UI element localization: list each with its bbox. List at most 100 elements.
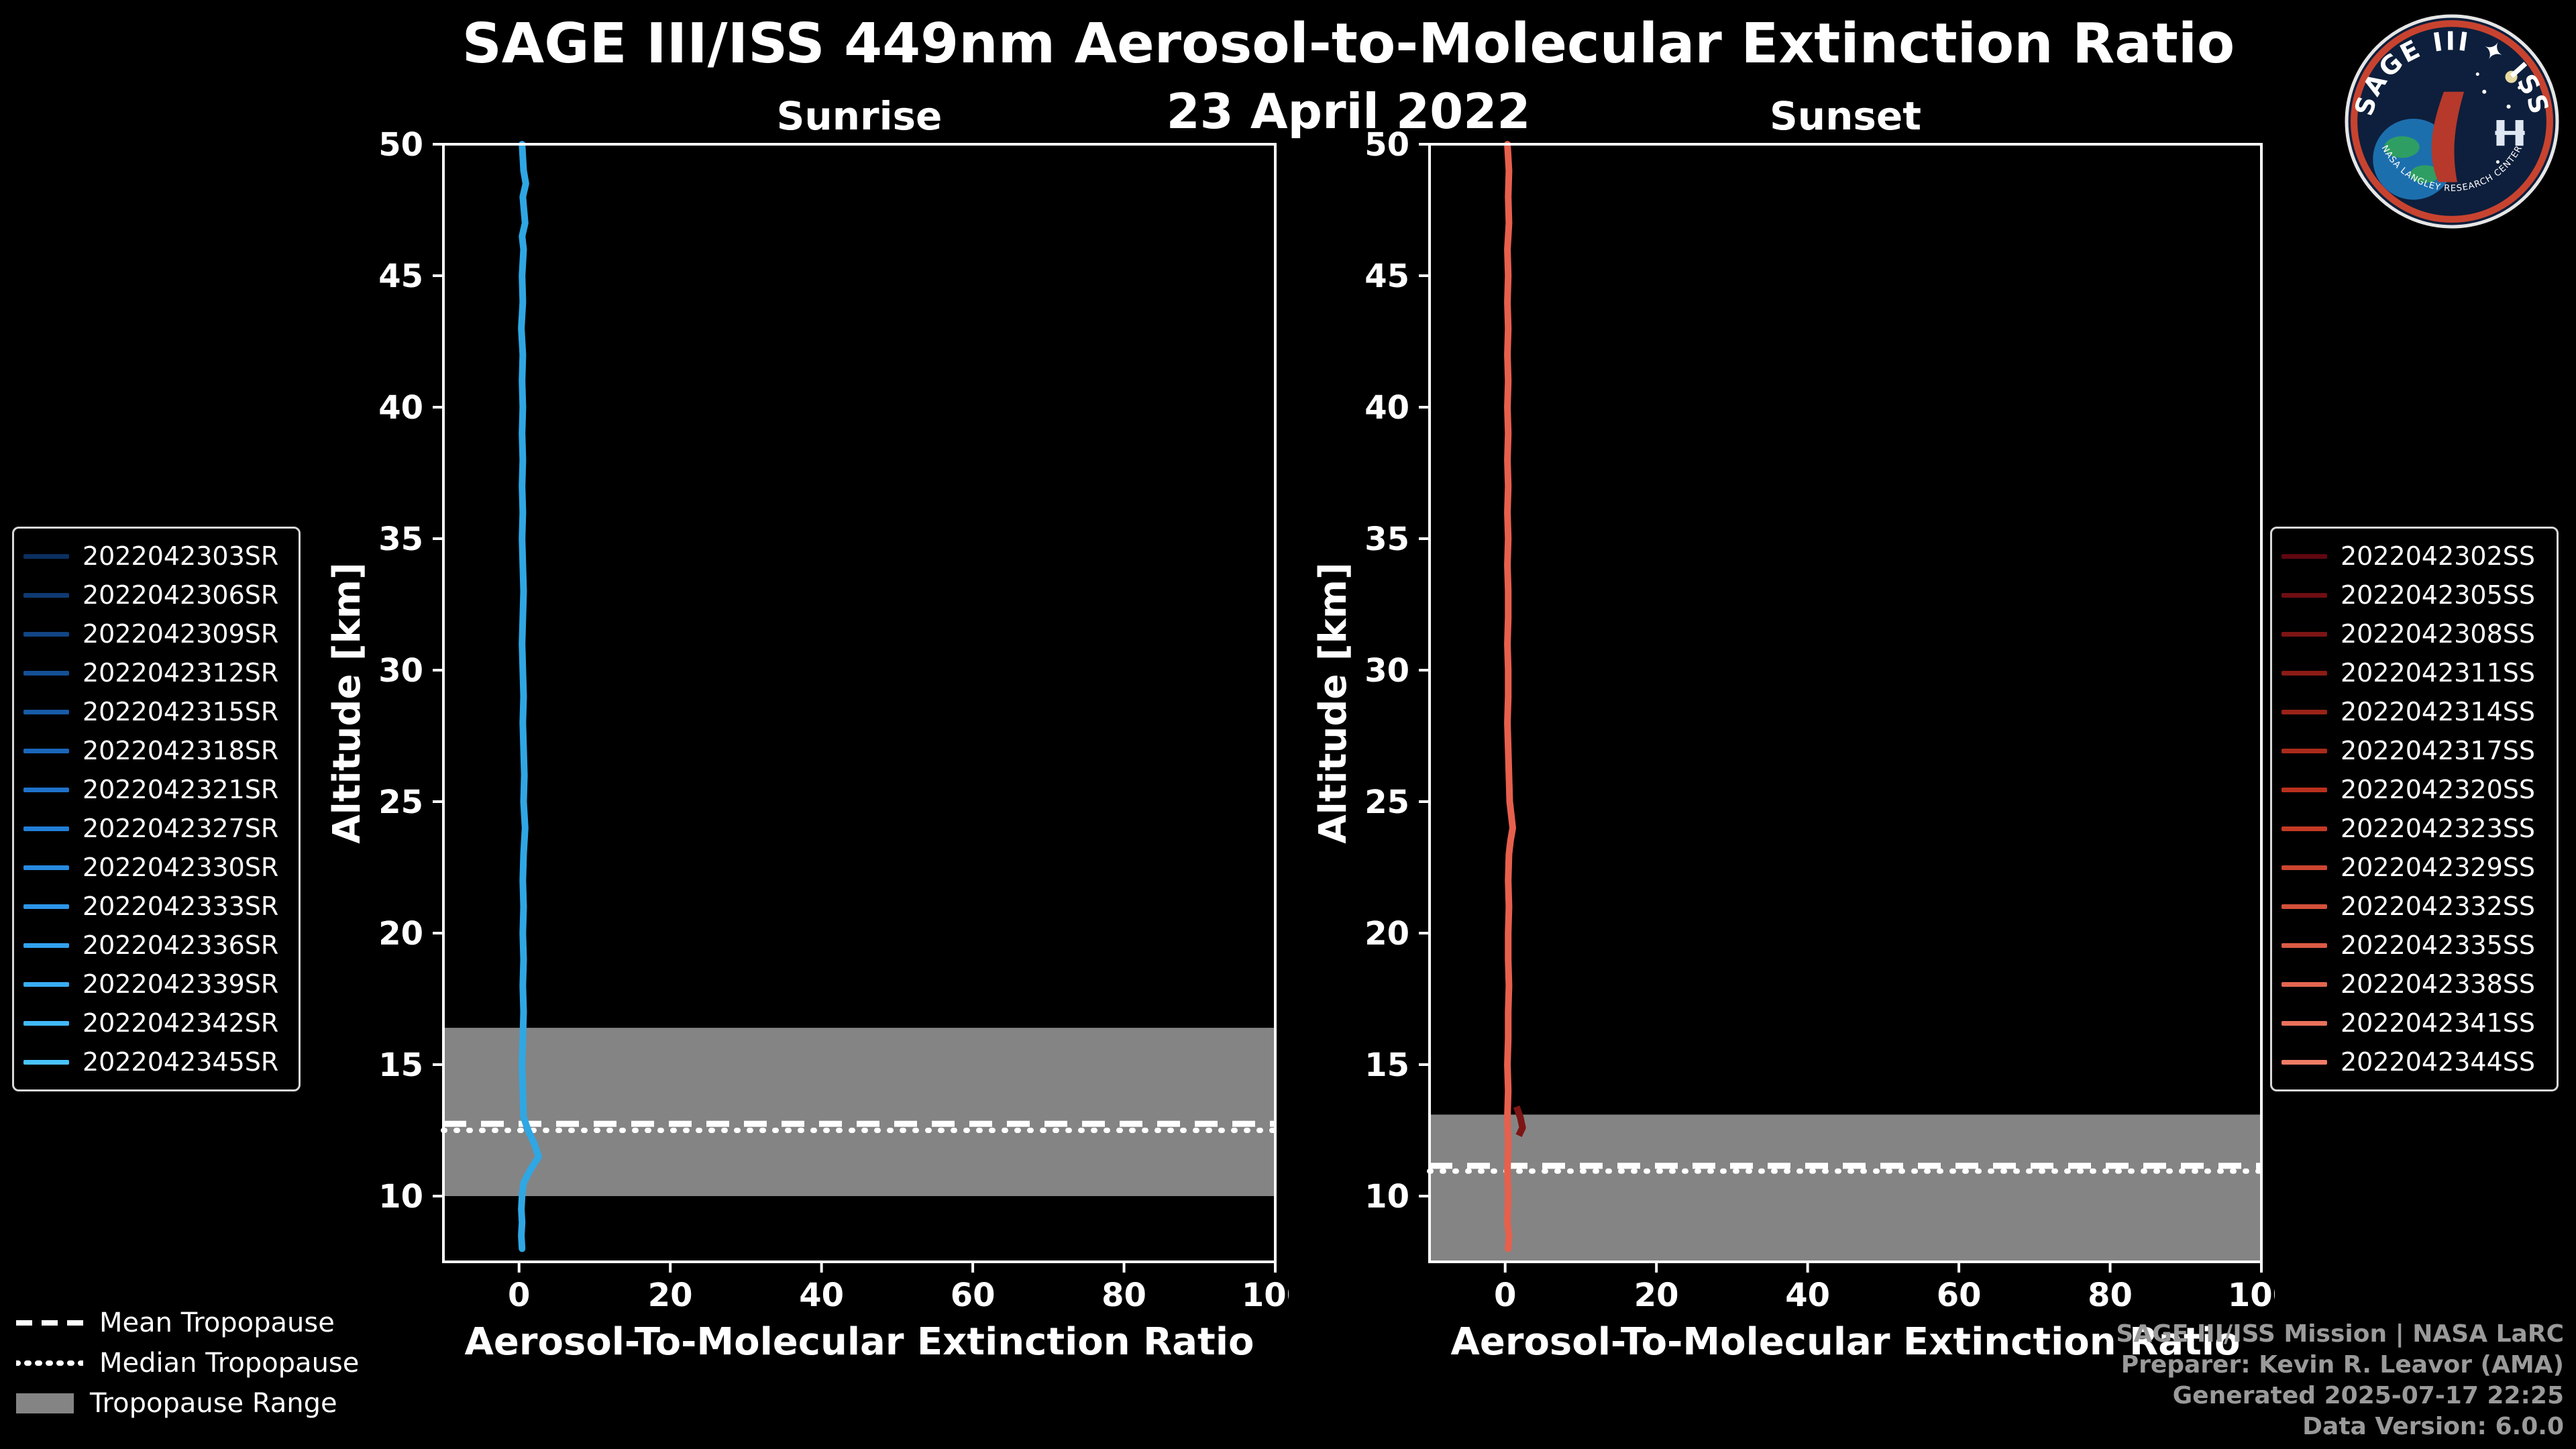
legend-line-icon (23, 553, 69, 559)
legend-line-icon (23, 943, 69, 948)
y-axis-label: Altitude [km] (1311, 562, 1355, 843)
logo-stars (2475, 72, 2522, 164)
footer-mission: SAGE III/ISS Mission | NASA LaRC (2116, 1320, 2564, 1348)
footer-credits: SAGE III/ISS Mission | NASA LaRC Prepare… (2116, 1319, 2564, 1442)
legend-label: 2022042323SS (2341, 814, 2536, 843)
sunset-legend: 2022042302SS 2022042305SS 2022042308SS 2022… (2270, 527, 2559, 1091)
y-tick-label: 35 (378, 521, 423, 558)
median-tropopause-label: Median Tropopause (99, 1348, 360, 1379)
sage-iii-iss-logo: SAGE III ✦ ISS NASA LANGLEY RESEARCH CEN… (2345, 14, 2559, 229)
legend-label: 2022042329SS (2341, 853, 2536, 882)
legend-label: 2022042308SS (2341, 619, 2536, 649)
legend-label: 2022042315SR (83, 697, 279, 727)
sunset-plot: 0 20 40 60 80 100 10 15 20 25 30 35 40 45 50 Sunset Aero… (1311, 97, 2275, 1364)
legend-label: 2022042321SR (83, 775, 279, 804)
y-tick-label: 25 (378, 784, 423, 821)
legend-label: 2022042311SS (2341, 658, 2536, 688)
tropopause-range-label: Tropopause Range (90, 1388, 337, 1419)
legend-label: 2022042332SS (2341, 892, 2536, 921)
figure-date: 23 April 2022 (1166, 83, 1531, 140)
logo-moon-icon (2505, 70, 2518, 83)
legend-label: 2022042317SS (2341, 736, 2536, 765)
y-tick-label: 45 (378, 258, 423, 295)
y-tick-label: 20 (378, 915, 423, 953)
x-tick-label: 20 (648, 1277, 693, 1314)
legend-item: 2022042306SR (23, 576, 289, 614)
x-tick-label: 100 (2228, 1277, 2275, 1314)
y-tick-label: 30 (378, 652, 423, 690)
legend-item: 2022042318SR (23, 731, 289, 770)
x-tick-label: 20 (1634, 1277, 1679, 1314)
legend-label: 2022042303SR (83, 541, 279, 571)
legend-line-icon (2282, 553, 2327, 559)
gray-patch-icon (16, 1393, 74, 1413)
y-tick-label: 15 (378, 1046, 423, 1084)
legend-item: 2022042336SR (23, 926, 289, 965)
legend-line-icon (2282, 1020, 2327, 1026)
legend-line-icon (23, 1059, 69, 1065)
x-tick-label: 0 (508, 1277, 530, 1314)
x-tick-label: 0 (1494, 1277, 1516, 1314)
legend-line-icon (23, 826, 69, 831)
legend-item: 2022042303SR (23, 537, 289, 576)
legend-item: 2022042344SS (2282, 1042, 2547, 1081)
dotted-line-icon (16, 1360, 83, 1366)
x-tick-label: 40 (799, 1277, 844, 1314)
legend-item: 2022042341SS (2282, 1004, 2547, 1042)
legend-item: 2022042329SS (2282, 848, 2547, 887)
figure-title: SAGE III/ISS 449nm Aerosol-to-Molecular … (462, 12, 2235, 76)
x-tick-label: 80 (1102, 1277, 1146, 1314)
legend-item: 2022042302SS (2282, 537, 2547, 576)
legend-label: 2022042314SS (2341, 697, 2536, 727)
dashed-line-icon (16, 1320, 83, 1326)
y-tick-label: 50 (378, 126, 423, 164)
y-tick-label: 15 (1364, 1046, 1409, 1084)
y-tick-label: 40 (378, 389, 423, 427)
x-axis-label: Aerosol-To-Molecular Extinction Ratio (465, 1320, 1254, 1364)
legend-line-icon (23, 787, 69, 792)
panel-title: Sunset (1770, 97, 1921, 139)
legend-line-icon (2282, 981, 2327, 987)
logo-earth-land (2384, 136, 2420, 158)
legend-label: 2022042327SR (83, 814, 279, 843)
legend-label: 2022042305SS (2341, 580, 2536, 610)
y-tick-label: 10 (378, 1178, 423, 1216)
y-tick-label: 25 (1364, 784, 1409, 821)
legend-line-icon (2282, 826, 2327, 831)
legend-item: 2022042335SS (2282, 926, 2547, 965)
legend-label: 2022042320SS (2341, 775, 2536, 804)
legend-label: 2022042338SS (2341, 969, 2536, 999)
axes-frame (1428, 143, 2263, 1263)
legend-line-icon (23, 748, 69, 753)
tropopause-range-band (1430, 1114, 2261, 1262)
y-tick-label: 30 (1364, 652, 1409, 690)
legend-line-icon (2282, 1059, 2327, 1065)
legend-item: 2022042330SR (23, 848, 289, 887)
footer-preparer: Preparer: Kevin R. Leavor (AMA) (2121, 1350, 2564, 1379)
legend-label: 2022042333SR (83, 892, 279, 921)
legend-label: 2022042341SS (2341, 1008, 2536, 1038)
extinction-profile-secondary (1513, 1106, 1526, 1138)
footer-generated: Generated 2025-07-17 22:25 (2172, 1381, 2564, 1409)
y-tick-label: 10 (1364, 1178, 1409, 1216)
legend-item: 2022042338SS (2282, 965, 2547, 1004)
legend-label: 2022042309SR (83, 619, 279, 649)
legend-line-icon (23, 631, 69, 637)
legend-item: 2022042308SS (2282, 614, 2547, 653)
legend-item: 2022042321SR (23, 770, 289, 809)
tropopause-range-legend-item: Tropopause Range (16, 1383, 359, 1424)
legend-line-icon (2282, 787, 2327, 792)
legend-line-icon (2282, 904, 2327, 909)
y-tick-label: 50 (1364, 126, 1409, 164)
tropopause-range-band (443, 1028, 1275, 1196)
legend-label: 2022042330SR (83, 853, 279, 882)
legend-line-icon (2282, 631, 2327, 637)
legend-line-icon (23, 981, 69, 987)
mean-tropopause-legend-item: Mean Tropopause (16, 1303, 359, 1343)
sunrise-legend: 2022042303SR 2022042306SR 2022042309SR 2022… (12, 527, 301, 1091)
y-tick-label: 20 (1364, 915, 1409, 953)
legend-item: 2022042311SS (2282, 653, 2547, 692)
legend-label: 2022042335SS (2341, 930, 2536, 960)
logo-red-ring (2351, 20, 2553, 223)
legend-item: 2022042333SR (23, 887, 289, 926)
